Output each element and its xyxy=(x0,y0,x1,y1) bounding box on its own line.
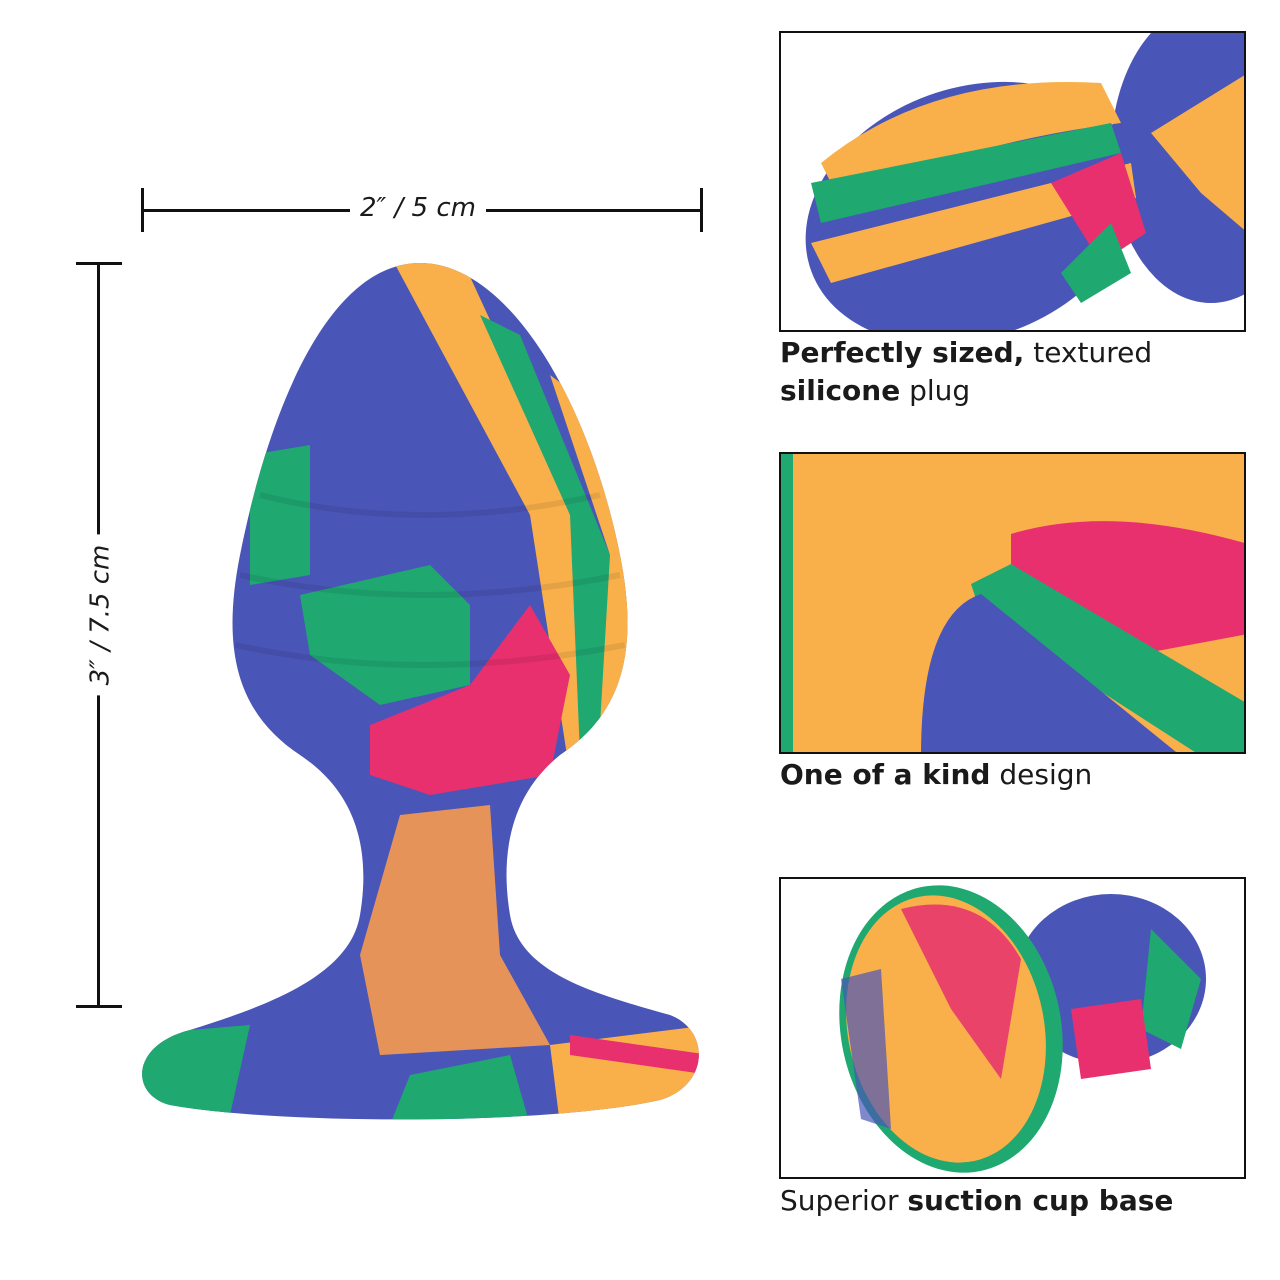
caption-text: Superior xyxy=(780,1184,908,1217)
textured-plug-closeup-image xyxy=(781,33,1244,330)
caption-design: One of a kind design xyxy=(780,756,1260,794)
height-dimension-tick-bottom xyxy=(76,1005,122,1008)
caption-bold: suction cup base xyxy=(907,1184,1174,1217)
width-dimension-label: 2″ / 5 cm xyxy=(350,193,486,223)
caption-bold: One of a kind xyxy=(780,758,991,791)
height-dimension-tick-top xyxy=(76,262,122,265)
caption-text: plug xyxy=(900,374,971,407)
width-dimension-tick-left xyxy=(141,188,144,232)
caption-text: textured xyxy=(1024,336,1153,369)
suction-base-image xyxy=(781,879,1244,1177)
caption-base: Superior suction cup base xyxy=(780,1182,1260,1220)
design-closeup-image xyxy=(781,454,1244,752)
detail-panel-design xyxy=(779,452,1246,754)
caption-bold: silicone xyxy=(780,374,901,407)
detail-panel-base xyxy=(779,877,1246,1179)
height-dimension-label: 3″ / 7.5 cm xyxy=(85,534,116,696)
product-main-image xyxy=(142,263,699,1120)
caption-texture: Perfectly sized, textured silicone plug xyxy=(780,334,1260,410)
caption-bold: Perfectly sized, xyxy=(780,336,1025,369)
width-dimension-tick-right xyxy=(700,188,703,232)
detail-panel-texture xyxy=(779,31,1246,332)
caption-text: design xyxy=(990,758,1093,791)
